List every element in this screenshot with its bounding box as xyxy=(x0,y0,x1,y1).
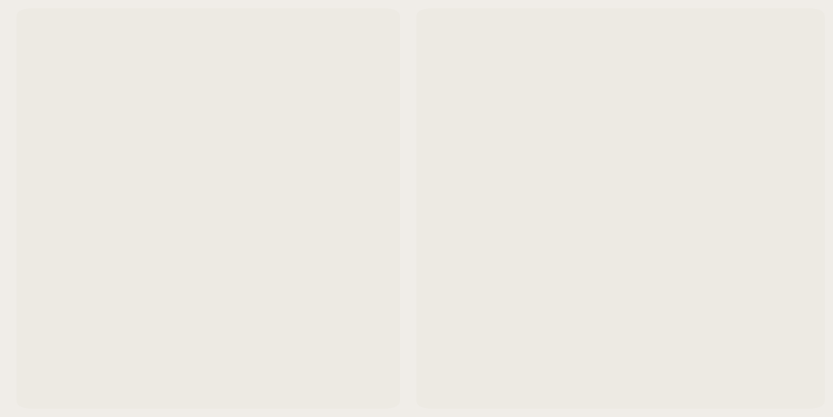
Bar xyxy=(705,272,762,350)
Bar xyxy=(287,249,340,350)
Text: 2,833: 2,833 xyxy=(98,148,142,163)
Text: 1,586: 1,586 xyxy=(292,228,335,243)
Bar xyxy=(600,301,658,350)
Title: Pre-COVID-19 and possible
recovery: Pre-COVID-19 and possible recovery xyxy=(511,38,746,76)
Bar xyxy=(496,168,553,350)
Title: Pre and post GFC: Pre and post GFC xyxy=(142,58,292,76)
Text: 1,180: 1,180 xyxy=(662,284,711,299)
Text: 92%: 92% xyxy=(242,234,278,249)
Bar xyxy=(190,297,243,350)
Text: 828: 828 xyxy=(247,279,280,294)
Bar xyxy=(93,168,147,350)
Text: -71%: -71% xyxy=(189,217,232,232)
Text: -73%: -73% xyxy=(600,220,642,235)
Text: 4,406: 4,406 xyxy=(502,148,546,163)
